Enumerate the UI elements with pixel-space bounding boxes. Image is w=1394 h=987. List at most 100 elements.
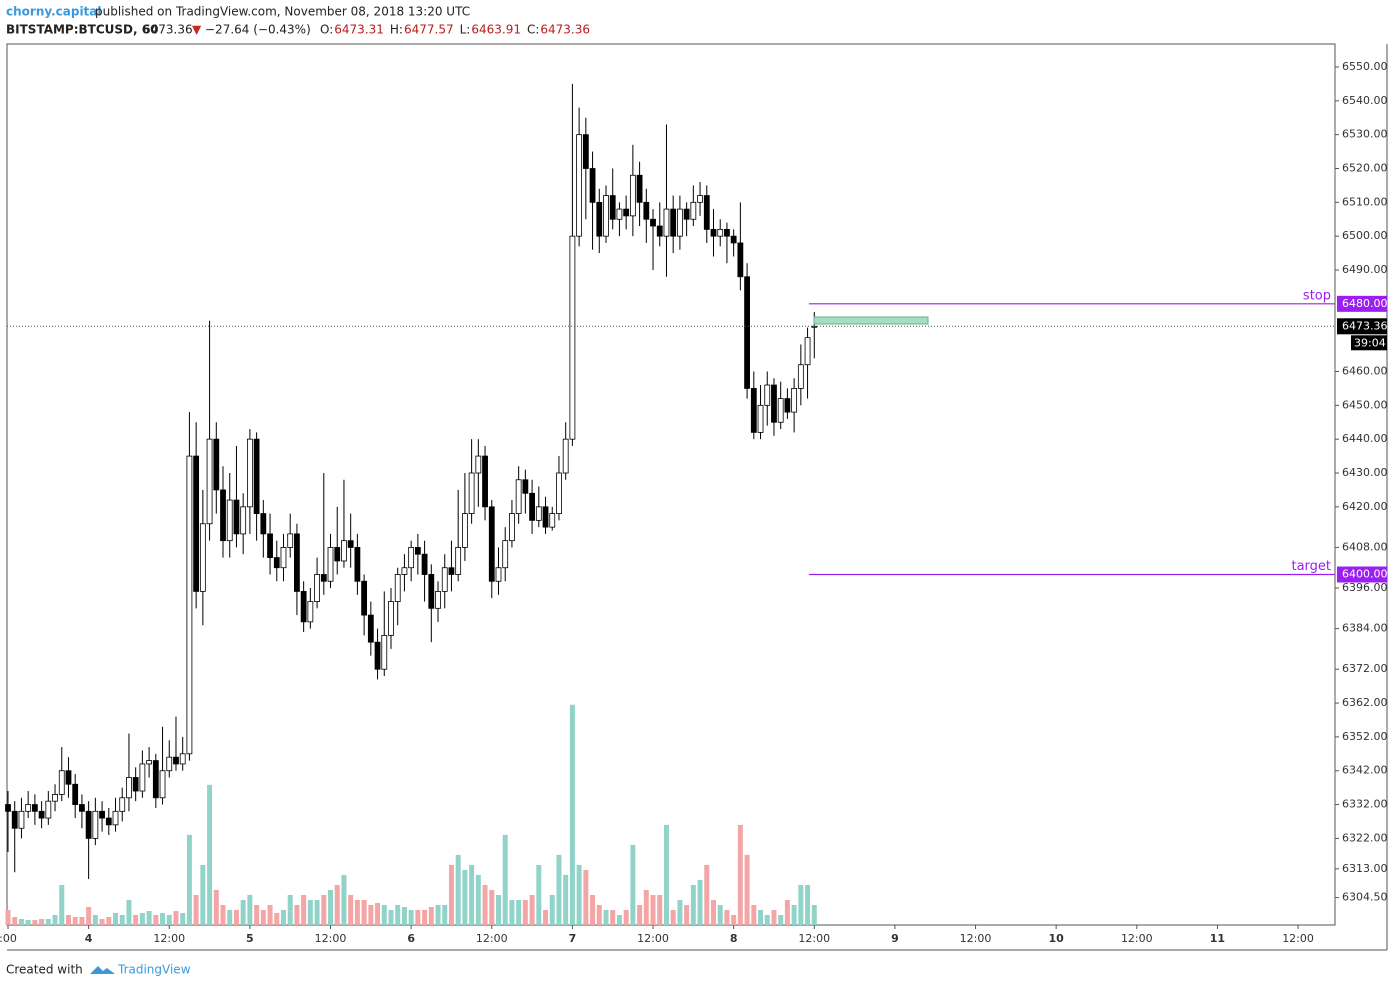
candle-body bbox=[522, 479, 529, 494]
volume-bar bbox=[435, 904, 441, 925]
volume-bar bbox=[563, 874, 569, 925]
candle-body bbox=[213, 438, 220, 491]
author[interactable]: chorny.capital bbox=[6, 5, 102, 19]
candle-body bbox=[791, 388, 798, 413]
y-tick-label: 6313.00 bbox=[1342, 862, 1388, 875]
y-tick-label: 6352.00 bbox=[1342, 730, 1388, 743]
candle-body bbox=[166, 756, 173, 772]
volume-bar bbox=[784, 899, 790, 925]
x-tick-label: 11 bbox=[1210, 932, 1225, 945]
candle-body bbox=[374, 641, 381, 670]
volume-bar bbox=[462, 869, 468, 925]
candle-body bbox=[186, 455, 193, 755]
candle-body bbox=[240, 506, 247, 535]
candle-body bbox=[724, 229, 730, 237]
level-tag bbox=[1337, 566, 1387, 583]
x-tick-label: 10 bbox=[1049, 932, 1065, 945]
x-tick-label: 12:00 bbox=[960, 932, 992, 945]
candle-body bbox=[677, 208, 683, 237]
brand[interactable]: TradingView bbox=[117, 963, 191, 977]
volume-bar bbox=[395, 904, 401, 925]
candle-body bbox=[448, 567, 455, 575]
volume-bar bbox=[737, 824, 743, 925]
candle-body bbox=[287, 533, 294, 548]
candle-body bbox=[367, 614, 374, 643]
volume-bar bbox=[657, 894, 663, 925]
volume-bar bbox=[186, 834, 192, 925]
candle-body bbox=[495, 567, 502, 582]
candle-body bbox=[428, 574, 435, 609]
candle-body bbox=[468, 472, 475, 514]
volume-bar bbox=[670, 909, 676, 925]
volume-bar bbox=[287, 894, 293, 925]
volume-bar bbox=[139, 912, 145, 925]
x-tick-label: 8 bbox=[730, 932, 738, 945]
x-tick-label: 12:00 bbox=[153, 932, 185, 945]
y-tick-label: 6540.00 bbox=[1342, 94, 1388, 107]
level-tag-label: 6400.00 bbox=[1342, 567, 1388, 580]
candle-body bbox=[401, 567, 408, 575]
ohlc-label: L: bbox=[460, 23, 471, 37]
candle-body bbox=[509, 513, 515, 542]
volume-bar bbox=[522, 899, 528, 925]
y-tick-label: 6530.00 bbox=[1342, 128, 1388, 141]
y-tick-label: 6384.00 bbox=[1342, 622, 1388, 635]
x-tick-label: 6 bbox=[407, 932, 415, 945]
candle-body bbox=[670, 208, 677, 237]
candle-body bbox=[58, 770, 65, 795]
x-tick-label: 12:00 bbox=[637, 932, 669, 945]
volume-bar bbox=[126, 899, 132, 925]
candle-body bbox=[636, 174, 643, 203]
x-tick-label: 12:00 bbox=[798, 932, 830, 945]
candle-body bbox=[31, 804, 38, 812]
volume-bar bbox=[348, 894, 354, 925]
volume-bar bbox=[5, 909, 11, 925]
volume-bar bbox=[119, 914, 125, 925]
x-tick-label: 12:00 bbox=[1282, 932, 1314, 945]
position-box bbox=[813, 316, 929, 325]
volume-bar bbox=[220, 904, 226, 925]
y-tick-label: 6510.00 bbox=[1342, 195, 1388, 208]
candle-body bbox=[354, 547, 361, 582]
volume-bar bbox=[79, 916, 85, 925]
x-tick-label: 9 bbox=[891, 932, 899, 945]
y-tick-label: 6304.50 bbox=[1342, 891, 1388, 904]
volume-bar bbox=[583, 869, 589, 925]
candle-body bbox=[529, 492, 535, 521]
volume-bar bbox=[475, 874, 481, 925]
candle-body bbox=[267, 533, 273, 558]
y-tick-label: 6460.00 bbox=[1342, 364, 1388, 377]
candle-body bbox=[771, 384, 777, 423]
volume-bar bbox=[623, 909, 629, 925]
volume-bar bbox=[240, 899, 246, 925]
candle-body bbox=[515, 479, 522, 514]
volume-bar bbox=[180, 912, 186, 925]
volume-bar bbox=[334, 884, 340, 925]
candle-body bbox=[589, 168, 596, 203]
volume-bar bbox=[354, 899, 360, 925]
candle-body bbox=[220, 489, 226, 542]
candle-body bbox=[394, 574, 401, 602]
y-tick-label: 6450.00 bbox=[1342, 398, 1388, 411]
candle-body bbox=[381, 634, 388, 670]
volume-bar bbox=[758, 909, 764, 925]
volume-bar bbox=[307, 899, 313, 925]
volume-bar bbox=[643, 889, 649, 925]
ohlc-value: 6477.57 bbox=[404, 23, 454, 37]
candle-body bbox=[435, 591, 441, 609]
volume-bar bbox=[133, 914, 139, 925]
x-tick-label: 12:00 bbox=[315, 932, 347, 945]
volume-bar bbox=[549, 894, 555, 925]
candle-body bbox=[616, 208, 623, 220]
y-tick-label: 6490.00 bbox=[1342, 263, 1388, 276]
ohlc-label: O: bbox=[320, 23, 333, 37]
x-tick-label: :00 bbox=[0, 932, 17, 945]
y-tick-label: 6396.00 bbox=[1342, 581, 1388, 594]
volume-bar bbox=[153, 914, 159, 925]
y-tick-label: 6342.00 bbox=[1342, 764, 1388, 777]
volume-bar bbox=[764, 914, 770, 925]
y-tick-label: 6420.00 bbox=[1342, 500, 1388, 513]
volume-bar bbox=[146, 910, 152, 925]
volume-bar bbox=[12, 916, 18, 925]
